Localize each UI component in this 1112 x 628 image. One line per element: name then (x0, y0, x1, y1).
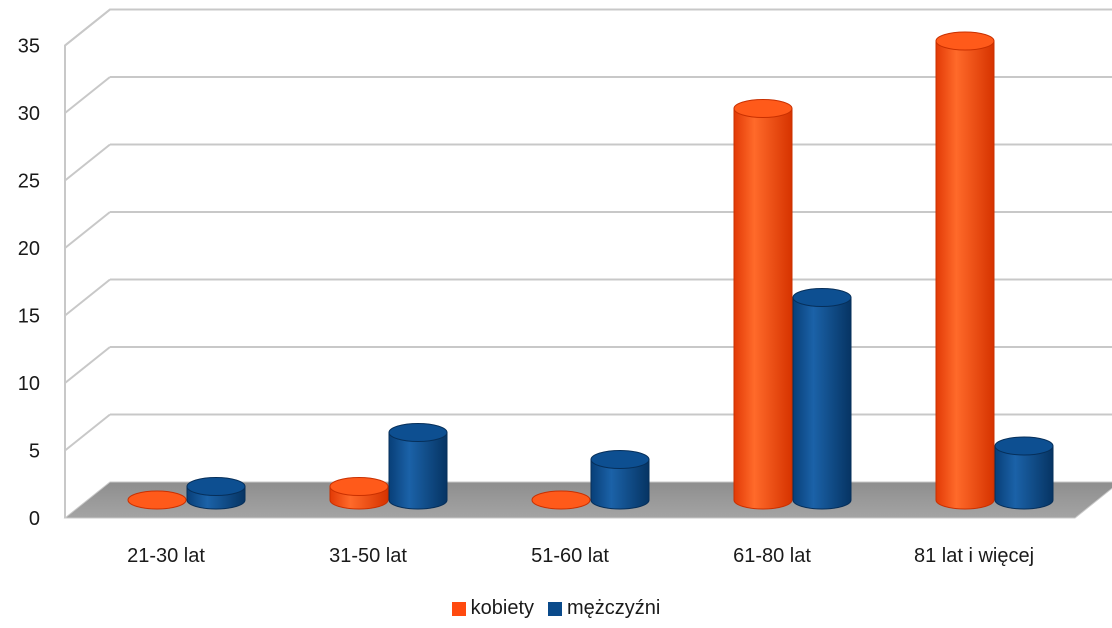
bar-body (590, 459, 650, 510)
y-tick-label: 35 (18, 36, 40, 58)
x-tick-label: 61-80 lat (733, 545, 811, 567)
gridline-side (64, 413, 111, 452)
bar-mężczyźni-2 (590, 450, 650, 510)
y-tick-label: 30 (18, 103, 40, 125)
gridline-side (64, 76, 111, 114)
y-axis-ticks: 0 5 10 15 20 25 30 35 (18, 36, 40, 531)
bar-top (935, 31, 995, 51)
x-tick-label: 81 lat i więcej (914, 545, 1034, 567)
legend: kobiety mężczyźni (0, 597, 1112, 620)
x-tick-label: 51-60 lat (531, 545, 609, 567)
bar-mężczyźni-4 (994, 436, 1054, 510)
x-axis-labels: 21-30 lat 31-50 lat 51-60 lat 61-80 lat 81 l… (127, 545, 1034, 567)
legend-label: mężczyźni (567, 597, 661, 619)
legend-swatch (451, 601, 466, 616)
bar-top (127, 490, 187, 510)
bar-top (186, 477, 246, 496)
bar-body (733, 108, 793, 510)
y-tick-label: 10 (18, 373, 40, 395)
legend-item: mężczyźni (548, 597, 660, 620)
bar-top (531, 490, 591, 510)
bar-body (994, 445, 1054, 510)
y-tick-label: 20 (18, 238, 40, 260)
bars (127, 31, 1054, 510)
bar-body (388, 432, 448, 510)
gridline-side (64, 346, 111, 384)
bar-kobiety-1 (329, 477, 389, 510)
y-tick-label: 0 (29, 508, 40, 530)
bar-kobiety-0 (127, 490, 187, 510)
bar-body (792, 297, 852, 510)
legend-item: kobiety (451, 597, 534, 620)
gridline-side (64, 211, 111, 249)
bar-top (388, 423, 448, 442)
bar-kobiety-2 (531, 490, 591, 510)
gridline-side (64, 143, 111, 182)
gridline-side (64, 8, 111, 47)
y-tick-label: 15 (18, 306, 40, 328)
legend-label: kobiety (470, 597, 534, 619)
bar-kobiety-3 (733, 99, 793, 510)
legend-swatch (548, 601, 562, 616)
y-tick-label: 25 (18, 171, 40, 193)
bar-top (329, 477, 389, 496)
bar-top (994, 436, 1054, 456)
bar-top (792, 288, 852, 307)
x-tick-label: 21-30 lat (127, 545, 205, 567)
bar-top (590, 450, 650, 469)
y-tick-label: 5 (29, 441, 40, 463)
bar-body (935, 40, 995, 510)
bar-kobiety-4 (935, 31, 995, 510)
gridline-side (64, 278, 111, 317)
x-tick-label: 31-50 lat (329, 545, 407, 567)
bar-mężczyźni-3 (792, 288, 852, 510)
bar-mężczyźni-1 (388, 423, 448, 510)
bar-top (733, 99, 793, 118)
bar-mężczyźni-0 (186, 477, 246, 510)
